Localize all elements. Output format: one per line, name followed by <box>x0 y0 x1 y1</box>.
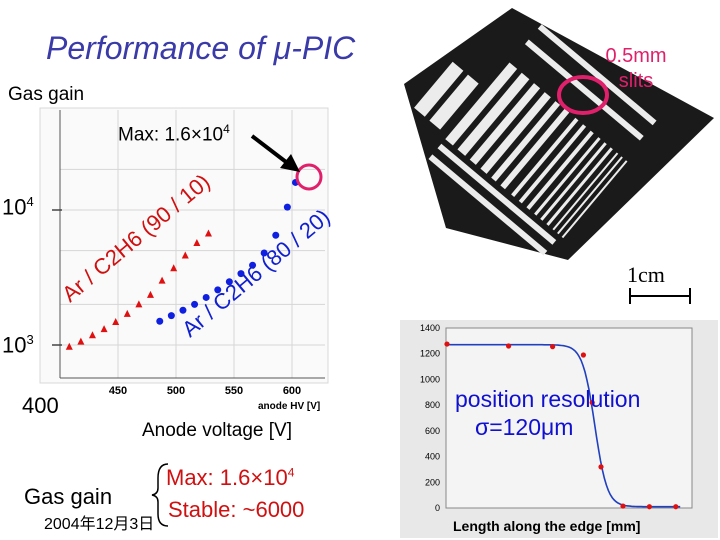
x-tick-label-400: 400 <box>22 393 59 418</box>
res-data-point <box>598 464 604 470</box>
y-tick-base-103: 10 <box>2 332 27 358</box>
slit-pattern <box>414 24 657 256</box>
position-resolution-line1: position resolution <box>455 386 641 412</box>
res-data-point <box>673 504 679 510</box>
res-plot-area <box>445 327 693 509</box>
chart-plot-area <box>39 107 329 384</box>
data-point-blue <box>167 312 175 320</box>
date-label: 2004年12月3日 <box>44 516 155 533</box>
summary-stable-label: Stable: ~6000 <box>168 497 305 522</box>
gas-gain-label: Gas gain <box>8 84 85 105</box>
data-point-blue <box>237 270 245 278</box>
res-y-tick-labels: 0 200 400 600 800 1000 1200 1400 <box>420 323 440 513</box>
res-data-point <box>620 503 626 509</box>
max-gain-exponent: 4 <box>223 122 230 136</box>
series-ar-c2h6-80-20 <box>156 178 299 325</box>
max-highlight-circle <box>295 163 323 191</box>
data-point-blue <box>191 300 199 308</box>
res-x-axis-label: Length along the edge [mm] <box>453 518 641 534</box>
data-point-red <box>181 251 189 259</box>
res-y-tick-label: 400 <box>425 452 440 462</box>
y-tick-label-103: 103 <box>2 332 34 358</box>
max-gain-label: Max: 1.6×104 <box>118 122 230 146</box>
y-tick-exp-104: 4 <box>26 194 34 209</box>
series-ar-c2h6-90-10 <box>65 229 212 350</box>
res-data-point <box>580 352 587 358</box>
position-resolution-label: position resolution σ=120μm <box>455 386 640 441</box>
data-point-red <box>146 290 154 298</box>
data-point-blue <box>225 278 233 286</box>
data-point-red <box>170 264 178 272</box>
summary-max-label: Max: 1.6×104 <box>166 465 294 491</box>
data-point-red <box>112 318 120 326</box>
res-data-point <box>550 344 556 350</box>
summary-gas-gain-label: Gas gain <box>24 484 113 509</box>
y-tick-label-104: 104 <box>2 194 34 220</box>
summary-max-exponent: 4 <box>287 465 295 480</box>
data-point-blue <box>214 286 222 294</box>
slide-title: Performance of μ-PIC <box>46 30 356 66</box>
x-axis-small-label: anode HV [V] <box>258 401 320 412</box>
data-point-red <box>204 229 212 237</box>
res-data-points <box>444 341 679 510</box>
max-arrow-line <box>250 134 292 167</box>
x-axis-label: Anode voltage [V] <box>142 420 292 441</box>
data-point-blue <box>249 261 257 269</box>
res-data-point <box>646 504 653 510</box>
res-y-tick-label: 1000 <box>420 374 440 384</box>
data-point-red <box>65 342 73 350</box>
y-tick-exp-103: 3 <box>26 332 34 347</box>
data-point-red <box>88 331 96 339</box>
summary-brace <box>151 463 169 527</box>
x-tick-label: 600 <box>283 385 301 397</box>
slit-highlight-ellipse <box>557 75 609 115</box>
res-fit-curve <box>447 343 681 508</box>
res-data-point <box>506 343 512 349</box>
data-point-blue <box>179 306 187 314</box>
res-y-tick-label: 800 <box>425 400 440 410</box>
max-arrow-head <box>280 154 300 172</box>
data-point-blue <box>272 231 280 239</box>
data-point-blue <box>260 249 268 257</box>
data-point-blue <box>156 317 164 325</box>
res-data-point <box>444 341 450 347</box>
data-point-red <box>135 300 143 308</box>
data-point-red <box>193 238 201 246</box>
data-point-red <box>100 325 108 333</box>
data-point-blue <box>202 293 210 301</box>
data-point-blue <box>283 203 291 211</box>
res-y-tick-label: 0 <box>435 503 440 513</box>
x-tick-label: 450 <box>109 385 127 397</box>
position-resolution-sigma: σ=120μm <box>475 413 574 440</box>
data-point-red <box>123 309 131 317</box>
x-tick-label: 500 <box>167 385 185 397</box>
y-tick-base-104: 10 <box>2 194 27 220</box>
res-data-point <box>589 399 595 406</box>
x-tick-labels: 450 500 550 600 <box>109 385 301 397</box>
res-y-tick-label: 1400 <box>420 323 440 333</box>
slits-label: 0.5mm slits <box>605 45 667 92</box>
scale-label: 1cm <box>627 262 665 287</box>
res-y-tick-label: 1200 <box>420 349 440 359</box>
x-tick-label: 550 <box>225 385 243 397</box>
res-y-tick-label: 600 <box>425 426 440 436</box>
data-point-red <box>77 337 85 345</box>
max-gain-text: Max: 1.6×10 <box>118 124 224 146</box>
data-point-red <box>158 276 166 284</box>
summary-max-text: Max: 1.6×10 <box>166 465 288 490</box>
res-y-tick-label: 200 <box>425 477 440 487</box>
